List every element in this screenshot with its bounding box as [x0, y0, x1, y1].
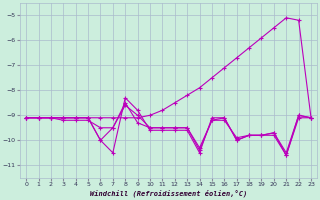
- X-axis label: Windchill (Refroidissement éolien,°C): Windchill (Refroidissement éolien,°C): [90, 190, 247, 197]
